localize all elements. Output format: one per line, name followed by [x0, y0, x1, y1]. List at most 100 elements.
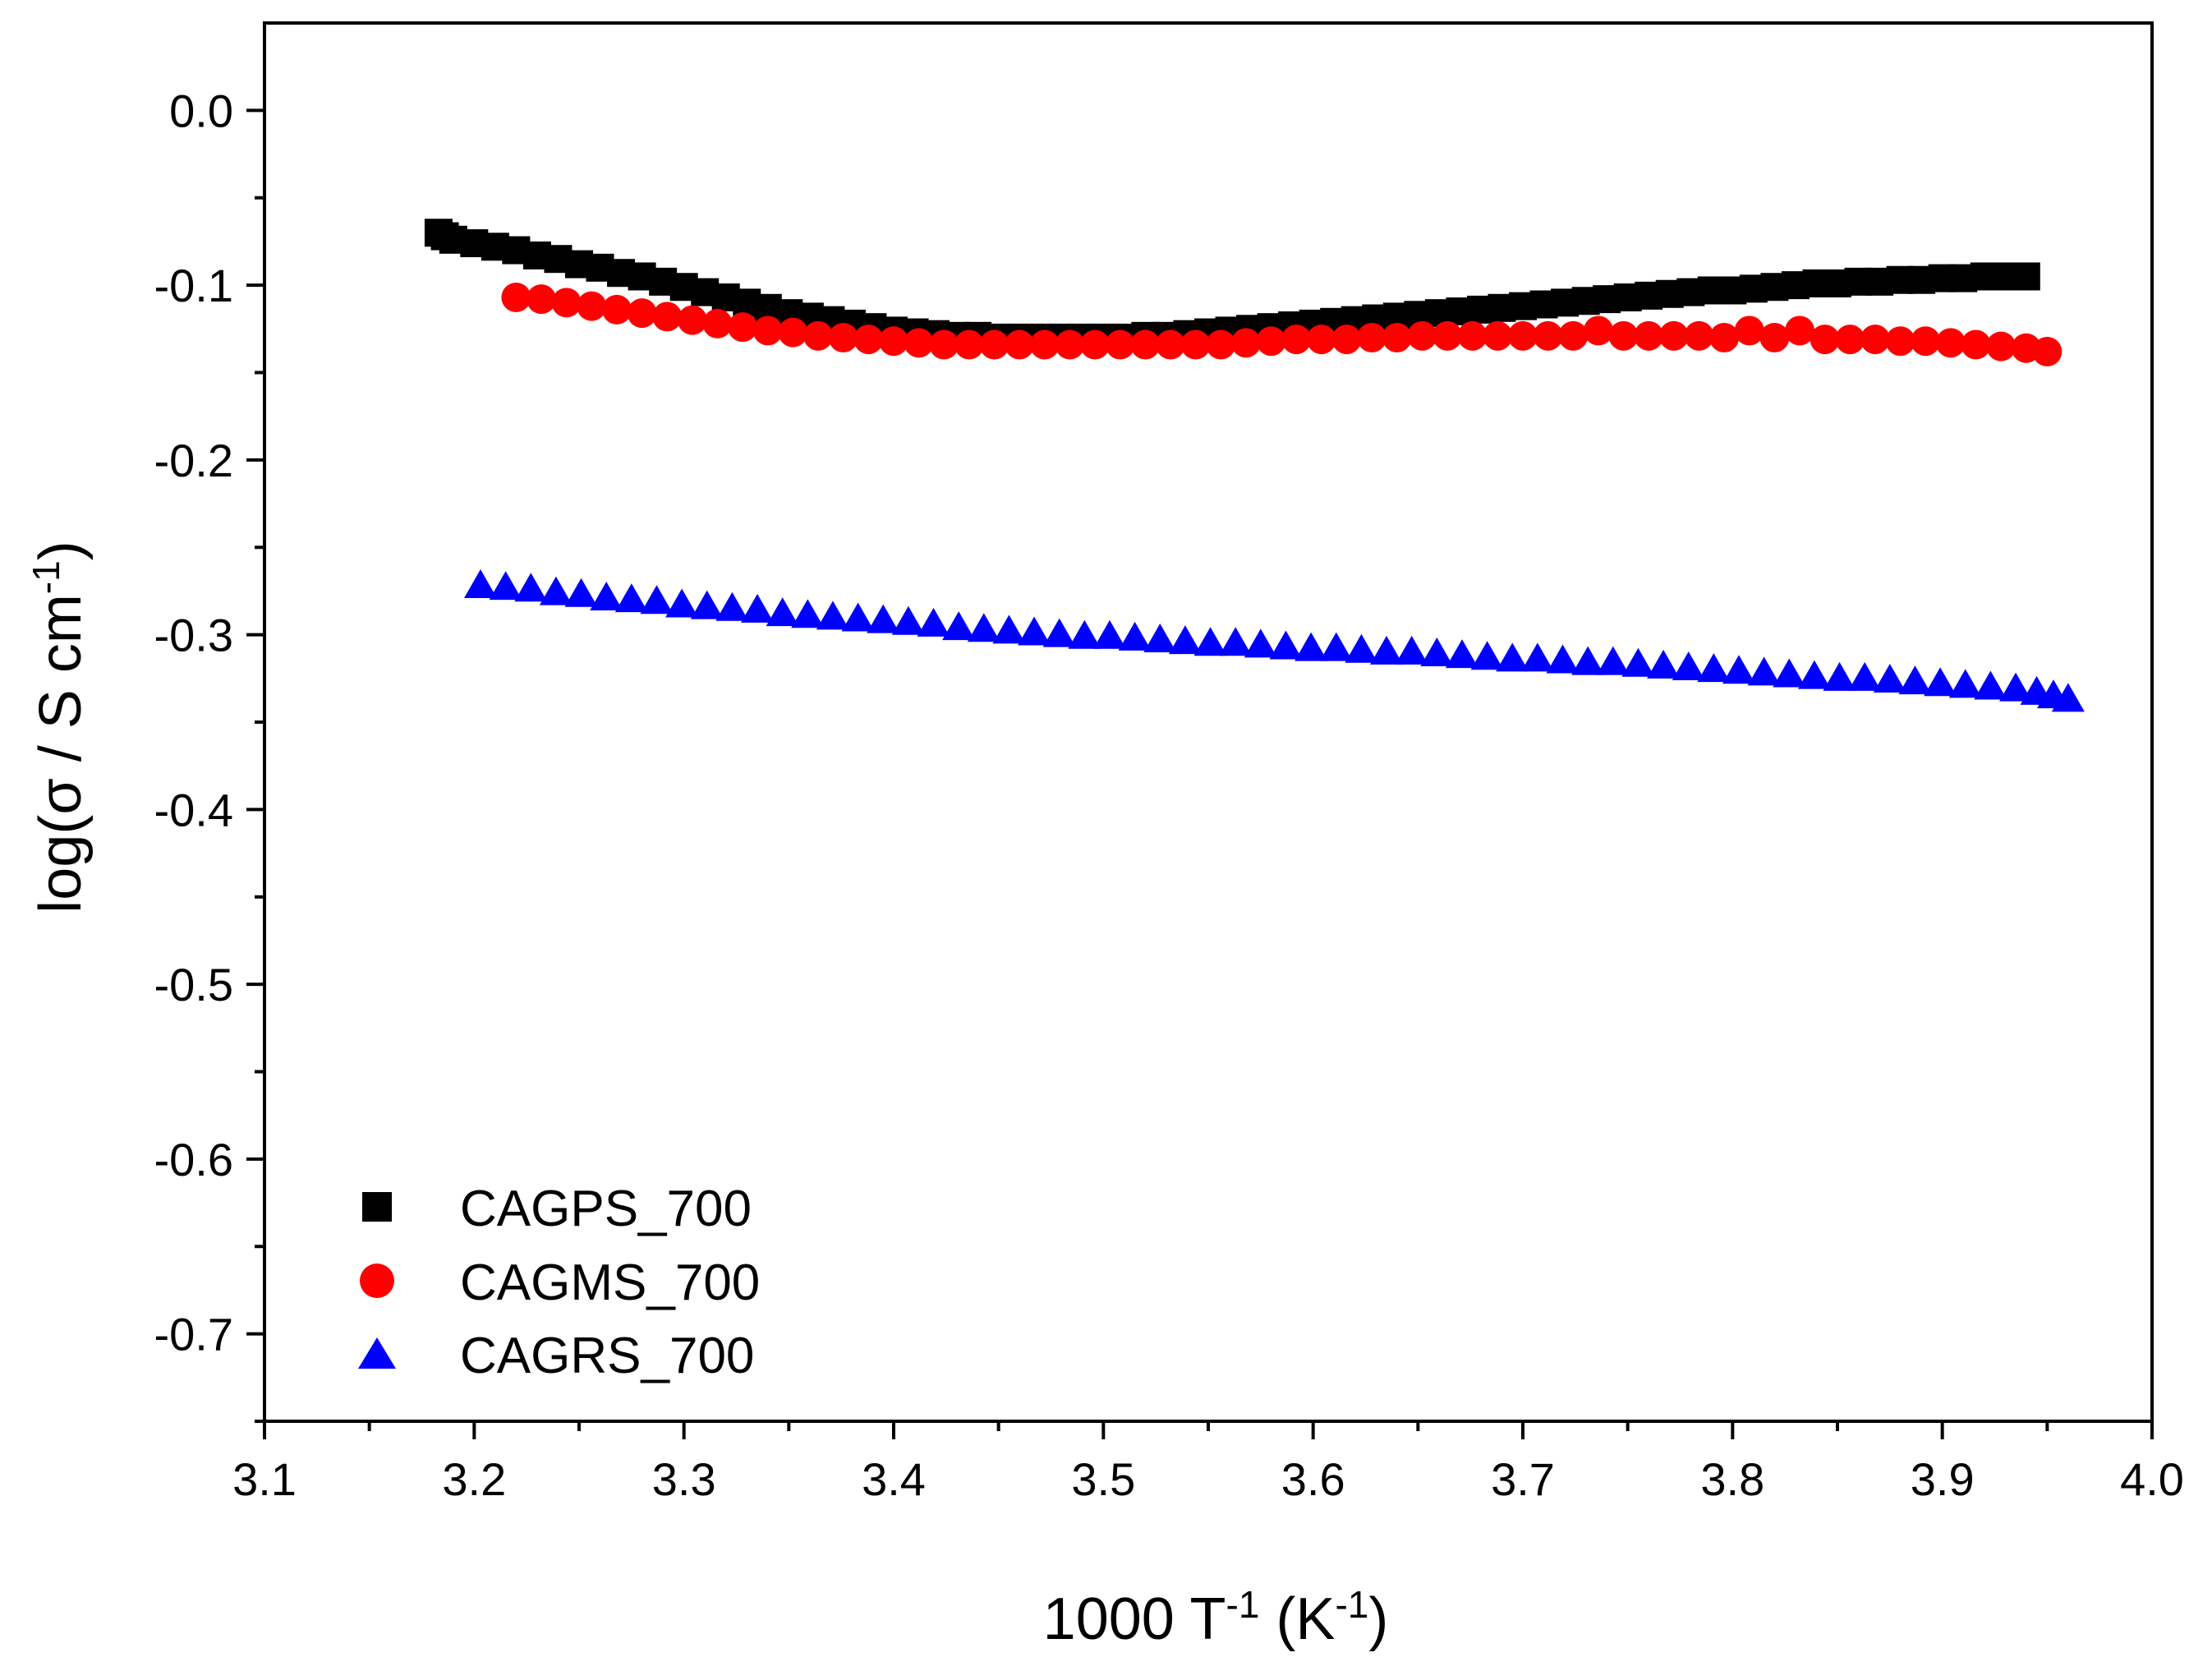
data-point-triangle [1018, 616, 1051, 646]
data-point-triangle [1244, 628, 1277, 658]
data-point-triangle [1470, 641, 1504, 670]
data-point-circle [577, 291, 607, 321]
data-point-circle [1382, 322, 1412, 352]
data-point-triangle [463, 569, 497, 599]
data-point-circle [1634, 320, 1664, 351]
data-point-circle [527, 284, 557, 315]
legend: CAGPS_700 CAGMS_700 CAGRS_700 [358, 1181, 760, 1384]
x-tick-label: 3.5 [1071, 1453, 1135, 1505]
legend-marker-cagps [362, 1192, 392, 1222]
data-point-circle [1608, 320, 1639, 351]
plot-frame [263, 21, 2154, 1423]
data-point-circle [778, 317, 808, 348]
data-point-circle [1206, 329, 1236, 360]
data-point-circle [1860, 325, 1890, 355]
data-point-triangle [1848, 661, 1882, 691]
data-point-circle [954, 329, 984, 360]
x-tick-label: 3.7 [1491, 1453, 1555, 1505]
data-point-triangle [1948, 669, 1982, 698]
data-point-triangle [514, 573, 548, 602]
data-point-triangle [1319, 632, 1353, 661]
data-point-circle [1734, 315, 1764, 346]
x-tick-label: 3.6 [1281, 1453, 1345, 1505]
data-point-triangle [665, 588, 699, 618]
data-point-triangle [1168, 625, 1202, 655]
x-tick-label: 4.0 [2120, 1453, 2184, 1505]
data-point-triangle [1092, 619, 1126, 649]
data-point-triangle [1571, 646, 1605, 675]
data-point-circle [1180, 329, 1211, 360]
data-point-triangle [791, 599, 825, 628]
y-axis-title: log(σ / S cm-1) [25, 541, 94, 913]
data-point-circle [1080, 329, 1111, 360]
data-point-triangle [816, 601, 849, 630]
data-point-circle [1508, 320, 1538, 351]
x-axis-title-sup2: -1 [1335, 1583, 1368, 1626]
data-point-triangle [1722, 655, 1755, 684]
data-point-triangle [891, 605, 925, 635]
data-point-circle [1785, 315, 1815, 346]
data-point-triangle [1143, 624, 1177, 653]
y-tick-label: 0.0 [169, 85, 233, 136]
x-tick-label: 3.1 [232, 1453, 297, 1505]
x-axis-title-main: 1000 T [1043, 1586, 1226, 1652]
y-tick-label: -0.1 [154, 260, 234, 311]
y-axis-title-end: ) [28, 541, 94, 560]
data-point-circle [1911, 326, 1941, 357]
x-axis-title-end: ) [1368, 1586, 1388, 1652]
data-point-triangle [1269, 630, 1303, 660]
data-point-triangle [1068, 619, 1101, 649]
data-point-triangle [1193, 627, 1227, 656]
data-point-circle [601, 294, 632, 325]
legend-label-cagms: CAGMS_700 [460, 1254, 760, 1311]
axes: 3.1 3.2 3.3 3.4 3.5 3.6 3.7 3.8 3.9 4.0 0.0 -0.1 -0.… [154, 85, 2184, 1505]
data-point-triangle [564, 578, 598, 607]
x-tick-label: 3.3 [652, 1453, 716, 1505]
data-point-triangle [590, 581, 623, 610]
legend-label-cagrs: CAGRS_700 [460, 1328, 754, 1384]
data-point-circle [1658, 320, 1689, 351]
y-tick-label: -0.6 [154, 1134, 234, 1185]
data-point-circle [979, 329, 1009, 360]
data-point-triangle [1797, 660, 1831, 689]
data-point-circle [1583, 315, 1613, 346]
data-point-circle [652, 302, 683, 332]
data-point-circle [1230, 328, 1261, 358]
data-point-triangle [1672, 651, 1705, 681]
data-point-triangle [2051, 683, 2085, 712]
data-point-triangle [1496, 642, 1529, 672]
data-point-circle [1433, 320, 1463, 351]
data-point-triangle [992, 615, 1026, 644]
data-point-triangle [1520, 642, 1554, 672]
y-tick-label: -0.4 [154, 784, 234, 836]
data-point-circle [1256, 326, 1286, 357]
data-point-triangle [1546, 644, 1580, 674]
data-point-circle [879, 326, 908, 357]
data-marks [424, 219, 2085, 712]
data-point-triangle [1823, 661, 1856, 691]
data-point-circle [551, 288, 582, 318]
y-tick-label: -0.2 [154, 435, 234, 486]
data-point-circle [1935, 328, 1966, 358]
data-point-circle [1055, 329, 1085, 360]
y-tick-label: -0.5 [154, 959, 234, 1010]
data-point-circle [1457, 320, 1488, 351]
data-point-triangle [1118, 621, 1152, 651]
data-point-triangle [539, 576, 573, 605]
legend-label-cagps: CAGPS_700 [460, 1181, 752, 1237]
x-axis-title: 1000 T-1 (K-1) [1043, 1583, 1389, 1652]
x-tick-label: 3.9 [1911, 1453, 1975, 1505]
data-point-triangle [741, 593, 775, 623]
data-point-triangle [690, 590, 724, 619]
data-point-circle [1105, 329, 1135, 360]
data-point-triangle [1924, 667, 1957, 697]
data-point-circle [1961, 329, 1991, 360]
data-point-triangle [1647, 649, 1681, 679]
data-point-circle [501, 283, 531, 313]
data-point-triangle [1395, 635, 1428, 665]
data-point-triangle [867, 604, 900, 633]
data-point-triangle [967, 613, 1000, 642]
data-point-triangle [1219, 627, 1253, 656]
data-point-circle [904, 328, 934, 358]
